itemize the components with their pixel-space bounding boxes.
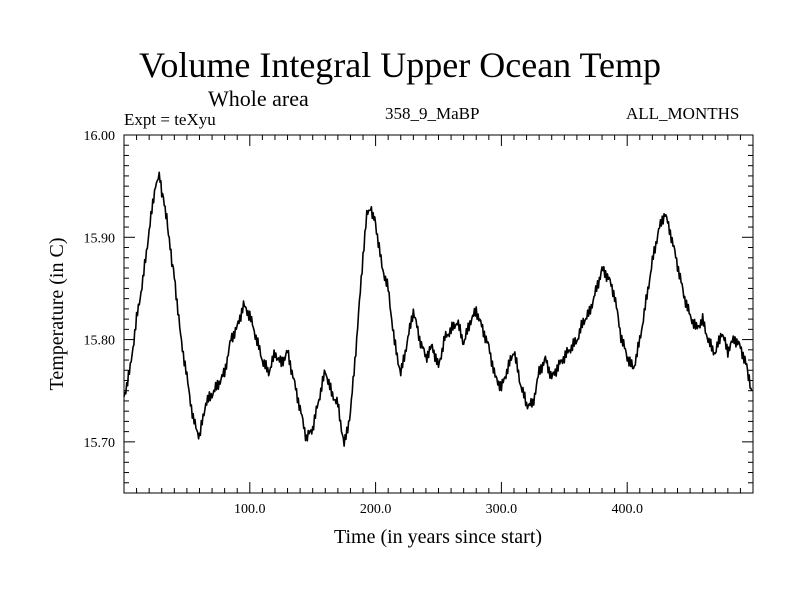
- case-label: 358_9_MaBP: [385, 104, 480, 123]
- x-axis-label: Time (in years since start): [334, 526, 542, 548]
- experiment-label: Expt = teXyu: [124, 110, 216, 129]
- chart-title: Volume Integral Upper Ocean Temp: [139, 45, 661, 85]
- months-label: ALL_MONTHS: [626, 104, 740, 123]
- chart-subtitle: Whole area: [208, 86, 309, 111]
- x-tick-label: 200.0: [360, 502, 392, 517]
- y-tick-label: 15.80: [84, 334, 116, 349]
- y-tick-label: 15.70: [84, 436, 116, 451]
- x-tick-label: 300.0: [486, 502, 518, 517]
- y-axis-label: Temperature (in C): [46, 238, 68, 391]
- temperature-series-line: [123, 171, 753, 447]
- tick-marks: [124, 135, 753, 493]
- x-tick-label: 100.0: [234, 502, 266, 517]
- x-tick-label: 400.0: [611, 502, 643, 517]
- y-tick-label: 15.90: [84, 231, 116, 246]
- tick-labels: 100.0 200.0 300.0 400.0 15.70 15.80 15.90 16.00: [84, 129, 643, 517]
- y-tick-label: 16.00: [84, 129, 116, 144]
- plot-frame: [123, 134, 754, 494]
